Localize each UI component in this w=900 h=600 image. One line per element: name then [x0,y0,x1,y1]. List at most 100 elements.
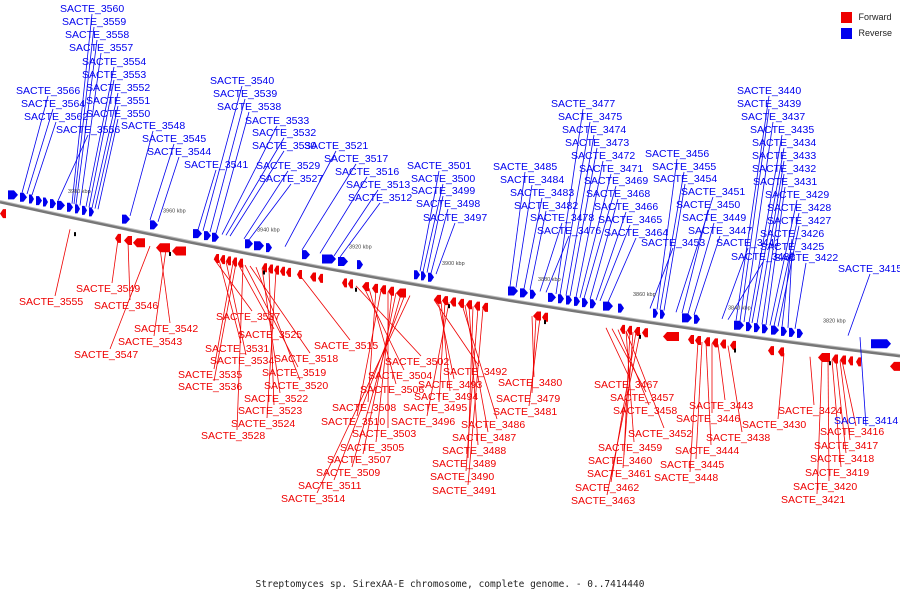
forward-gene-arrow[interactable] [856,357,861,367]
forward-gene-arrow[interactable] [226,256,231,266]
gene-label-forward[interactable]: SACTE_3467 [594,379,658,391]
gene-label-reverse[interactable]: SACTE_3513 [346,179,410,191]
forward-gene-arrow[interactable] [442,296,448,306]
gene-label-forward[interactable]: SACTE_3511 [298,480,362,492]
reverse-gene-arrow[interactable] [508,286,518,296]
gene-label-reverse[interactable]: SACTE_3468 [586,188,650,200]
gene-label-forward[interactable]: SACTE_3446 [676,413,740,425]
gene-label-reverse[interactable]: SACTE_3550 [86,108,150,120]
gene-label-forward[interactable]: SACTE_3491 [432,485,496,497]
gene-label-reverse[interactable]: SACTE_3529 [256,160,320,172]
reverse-gene-arrow[interactable] [771,325,779,335]
forward-gene-arrow[interactable] [133,238,145,248]
gene-label-reverse[interactable]: SACTE_3464 [604,227,668,239]
gene-label-forward[interactable]: SACTE_3420 [793,481,857,493]
gene-label-forward[interactable]: SACTE_3515 [314,340,378,352]
gene-label-forward[interactable]: SACTE_3523 [238,405,302,417]
forward-gene-arrow[interactable] [840,355,846,365]
gene-label-forward[interactable]: SACTE_3417 [814,440,878,452]
gene-label-reverse[interactable]: SACTE_3435 [750,124,814,136]
gene-label-reverse[interactable]: SACTE_3440 [737,85,801,97]
forward-gene-arrow[interactable] [832,354,838,364]
gene-label-reverse[interactable]: SACTE_3466 [594,201,658,213]
reverse-gene-arrow[interactable] [428,272,434,282]
reverse-gene-arrow[interactable] [558,294,564,304]
forward-gene-arrow[interactable] [730,340,736,350]
gene-label-reverse[interactable]: SACTE_3559 [62,16,126,28]
gene-label-reverse[interactable]: SACTE_3516 [335,166,399,178]
gene-label-reverse[interactable]: SACTE_3433 [752,150,816,162]
forward-gene-arrow[interactable] [634,327,640,337]
gene-label-reverse[interactable]: SACTE_3498 [416,198,480,210]
gene-label-forward[interactable]: SACTE_3461 [587,468,651,480]
gene-label-reverse[interactable]: SACTE_3558 [65,29,129,41]
reverse-gene-arrow[interactable] [694,314,700,324]
reverse-gene-arrow[interactable] [781,326,787,336]
gene-label-forward[interactable]: SACTE_3537 [216,311,280,323]
gene-label-forward[interactable]: SACTE_3462 [575,482,639,494]
forward-gene-arrow[interactable] [286,267,291,277]
reverse-gene-arrow[interactable] [530,289,536,299]
forward-gene-arrow[interactable] [297,269,302,279]
forward-gene-arrow[interactable] [318,273,323,283]
forward-gene-arrow[interactable] [268,264,273,274]
gene-label-reverse[interactable]: SACTE_3471 [579,163,643,175]
gene-label-forward[interactable]: SACTE_3522 [244,393,308,405]
reverse-gene-arrow[interactable] [212,232,219,242]
forward-gene-arrow[interactable] [688,334,694,344]
gene-label-forward[interactable]: SACTE_3430 [742,419,806,431]
forward-gene-arrow[interactable] [712,338,718,348]
gene-label-reverse[interactable]: SACTE_3533 [245,115,309,127]
forward-gene-arrow[interactable] [720,339,726,349]
forward-gene-arrow[interactable] [818,353,830,363]
gene-label-reverse[interactable]: SACTE_3425 [760,241,824,253]
gene-label-forward[interactable]: SACTE_3490 [430,471,494,483]
forward-gene-arrow[interactable] [380,285,386,295]
reverse-gene-arrow[interactable] [122,214,130,224]
reverse-gene-arrow[interactable] [50,199,56,209]
gene-label-reverse[interactable]: SACTE_3553 [82,69,146,81]
forward-gene-arrow[interactable] [156,243,170,253]
forward-gene-arrow[interactable] [848,356,853,366]
gene-label-reverse[interactable]: SACTE_3484 [500,174,564,186]
gene-label-reverse[interactable]: SACTE_3500 [411,173,475,185]
gene-label-forward[interactable]: SACTE_3520 [264,380,328,392]
gene-label-forward[interactable]: SACTE_3504 [368,370,432,382]
reverse-gene-arrow[interactable] [8,190,18,200]
forward-gene-arrow[interactable] [124,236,132,246]
gene-label-reverse[interactable]: SACTE_3557 [69,42,133,54]
reverse-gene-arrow[interactable] [75,204,80,214]
forward-gene-arrow[interactable] [280,266,285,276]
reverse-gene-arrow[interactable] [414,270,420,280]
gene-label-reverse[interactable]: SACTE_3441 [716,237,780,249]
reverse-gene-arrow[interactable] [57,200,65,210]
reverse-gene-arrow[interactable] [789,327,795,337]
reverse-gene-arrow[interactable] [590,299,596,309]
gene-label-forward[interactable]: SACTE_3492 [443,366,507,378]
gene-label-forward[interactable]: SACTE_3494 [414,391,478,403]
gene-label-reverse[interactable]: SACTE_3564 [21,98,85,110]
gene-label-reverse[interactable]: SACTE_3478 [530,212,594,224]
forward-gene-arrow[interactable] [434,294,441,304]
gene-label-forward[interactable]: SACTE_3459 [598,442,662,454]
gene-label-forward[interactable]: SACTE_3488 [442,445,506,457]
gene-label-reverse[interactable]: SACTE_3429 [765,189,829,201]
gene-label-forward[interactable]: SACTE_3525 [238,329,302,341]
reverse-gene-arrow[interactable] [36,196,42,206]
gene-label-forward[interactable]: SACTE_3489 [432,458,496,470]
reverse-gene-arrow[interactable] [682,313,692,323]
gene-label-reverse[interactable]: SACTE_3426 [760,228,824,240]
reverse-gene-arrow[interactable] [660,309,665,319]
forward-gene-arrow[interactable] [274,265,279,275]
reverse-gene-arrow[interactable] [322,254,336,264]
gene-label-forward[interactable]: SACTE_3445 [660,459,724,471]
reverse-gene-arrow[interactable] [254,241,264,251]
gene-label-forward[interactable]: SACTE_3531 [205,343,269,355]
forward-gene-arrow[interactable] [232,257,237,267]
gene-label-reverse[interactable]: SACTE_3566 [16,85,80,97]
forward-gene-arrow[interactable] [262,263,267,273]
reverse-gene-arrow[interactable] [520,288,528,298]
reverse-gene-arrow[interactable] [150,220,158,230]
gene-label-forward[interactable]: SACTE_3502 [385,356,449,368]
forward-gene-arrow[interactable] [627,325,632,335]
